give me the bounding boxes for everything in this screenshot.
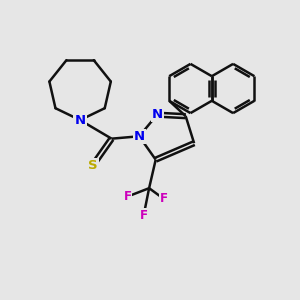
Text: F: F [124, 190, 131, 203]
Text: S: S [88, 159, 98, 172]
Text: N: N [152, 108, 163, 121]
Text: F: F [140, 209, 148, 222]
Text: N: N [134, 130, 145, 143]
Text: F: F [160, 192, 167, 205]
Text: N: N [74, 114, 86, 127]
